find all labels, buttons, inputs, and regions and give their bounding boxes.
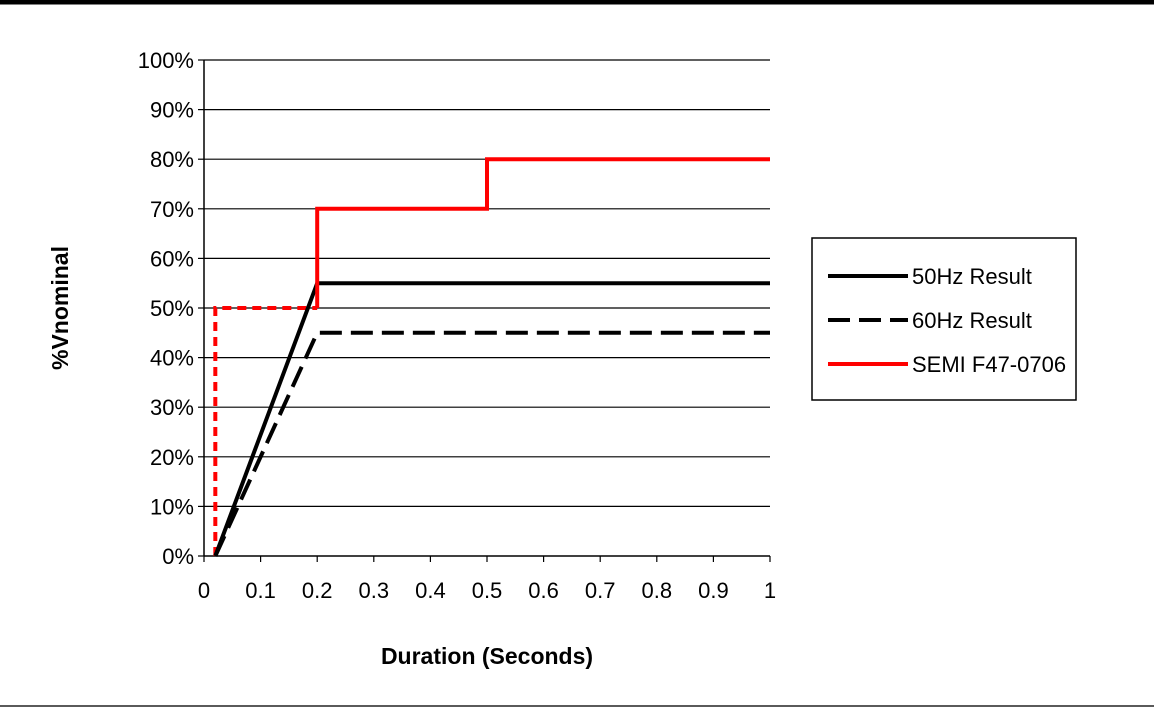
x-tick-label: 0 (198, 578, 210, 603)
y-tick-label: 10% (150, 494, 194, 519)
chart-svg: 0% 10% 20% 30% 40% 50% 60% 70% 80% 90% 100% 0 0.1 0.… (47, 48, 1077, 669)
x-tick-label: 0.4 (415, 578, 446, 603)
x-tick-label: 1 (764, 578, 776, 603)
x-tick-labels: 0 0.1 0.2 0.3 0.4 0.5 0.6 0.7 0.8 0.9 1 (198, 578, 776, 603)
chart-area: 0% 10% 20% 30% 40% 50% 60% 70% 80% 90% 100% 0 0.1 0.… (10, 12, 1148, 698)
y-axis-title: %Vnominal (47, 246, 73, 370)
y-tick-label: 100% (138, 48, 194, 73)
series-line-50hz-result (213, 281, 770, 557)
x-tick-label: 0.1 (245, 578, 276, 603)
x-tick-label: 0.9 (698, 578, 729, 603)
y-tick-label: 80% (150, 147, 194, 172)
legend-label: SEMI F47-0706 (912, 352, 1066, 377)
y-tick-label: 0% (162, 544, 194, 569)
series-line-60hz-result (213, 330, 770, 557)
y-tick-label: 70% (150, 197, 194, 222)
y-tick-label: 30% (150, 395, 194, 420)
series-layer (213, 157, 770, 557)
x-tick-label: 0.3 (359, 578, 390, 603)
series-line-guide (213, 306, 318, 556)
window-bottom-border (0, 705, 1154, 707)
y-tick-label: 60% (150, 246, 194, 271)
x-tick-label: 0.2 (302, 578, 333, 603)
x-tick-label: 0.6 (528, 578, 559, 603)
window-top-border (0, 0, 1154, 4)
y-tick-label: 40% (150, 346, 194, 371)
y-tick-label: 20% (150, 445, 194, 470)
legend: 50Hz Result 60Hz Result SEMI F47-0706 (811, 237, 1077, 401)
y-tick-labels: 0% 10% 20% 30% 40% 50% 60% 70% 80% 90% 100% (138, 48, 194, 569)
x-axis-title: Duration (Seconds) (381, 643, 593, 669)
window-top-border-shadow (0, 4, 1154, 5)
y-tick-label: 90% (150, 98, 194, 123)
legend-entries: 50Hz Result 60Hz Result SEMI F47-0706 (828, 264, 1066, 377)
axes (198, 59, 771, 562)
legend-label: 60Hz Result (912, 308, 1032, 333)
legend-label: 50Hz Result (912, 264, 1032, 289)
series-line-semi-f47-0706 (315, 157, 770, 308)
y-tick-label: 50% (150, 296, 194, 321)
x-tick-label: 0.7 (585, 578, 616, 603)
legend-box (811, 237, 1077, 401)
x-tick-label: 0.8 (642, 578, 673, 603)
x-tick-label: 0.5 (472, 578, 503, 603)
